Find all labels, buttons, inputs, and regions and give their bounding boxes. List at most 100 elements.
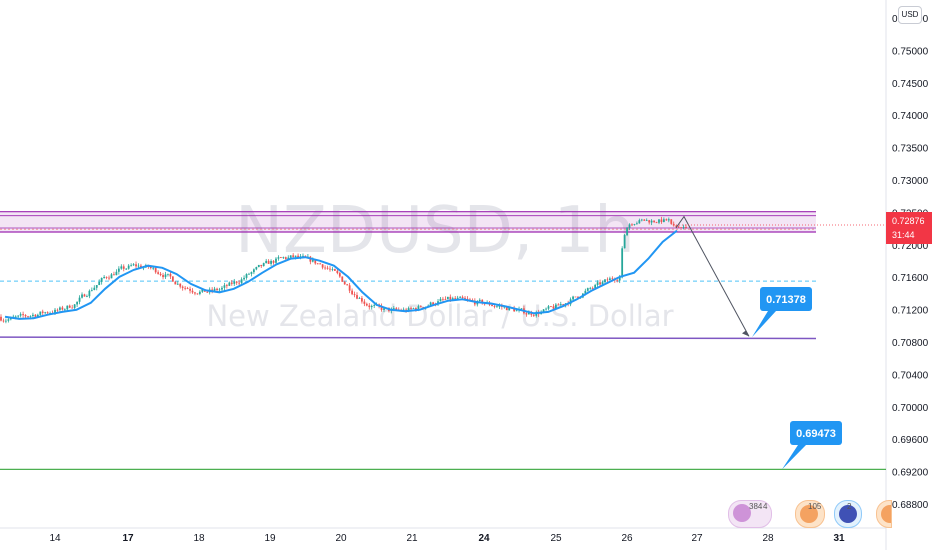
candle-body [643,219,646,221]
time-tick-label: 18 [193,533,205,544]
candle-body [294,255,297,257]
candle-body [618,277,621,281]
candle-body [5,320,7,322]
drawings-layer[interactable] [0,211,886,470]
candle-body [113,274,115,276]
candle-body [125,268,128,270]
candle-body [206,291,209,293]
candle-body [110,274,113,279]
candle-body [284,257,287,259]
candle-body [334,269,336,271]
candle-body [520,308,523,310]
candle-body [248,273,250,275]
candle-body [127,265,130,269]
currency-button[interactable]: USD [898,6,922,24]
event-count: 105 [808,502,822,511]
candle-body [162,275,164,278]
candle-body [410,308,412,309]
time-axis[interactable]: 14 17 18 19 20 21 24 25 26 27 28 31 [49,533,845,544]
candle-body [574,296,577,298]
time-tick-label: 24 [478,533,490,544]
candle-body [547,306,550,309]
candle-body [611,278,614,280]
candle-body [71,307,74,309]
candle-body [270,260,272,264]
candle-body [608,278,611,281]
candle-body [311,260,314,262]
candle-body [196,293,199,295]
candle-body [135,264,137,267]
price-tick-label: 0.71200 [892,306,929,317]
economic-event-group-c[interactable]: 2 [834,500,862,528]
flag-icon [839,505,857,523]
candle-body [658,219,660,223]
candle-body [363,301,366,304]
candle-body [370,305,373,308]
price-tick-label: 0.74500 [892,79,929,90]
candle-body [24,315,27,317]
economic-event-group-a[interactable]: 384 4 [728,500,772,528]
candle-body [633,224,636,225]
candle-body [83,294,86,297]
candle-body [616,280,619,282]
candle-body [493,306,496,307]
candle-body [292,255,295,257]
candle-body [34,314,37,317]
candle-body [130,265,133,267]
candle-body [302,255,304,257]
candle-body [122,266,125,269]
projection-path[interactable] [675,215,750,337]
candle-body [174,281,177,285]
candle-body [392,308,395,310]
candle-body [152,267,155,269]
candle-body [466,298,469,300]
candle-body [439,298,442,302]
candle-body [675,225,678,227]
target-label-2-box[interactable] [790,421,842,445]
economic-event-group-b[interactable]: 105 [795,500,825,528]
support-line[interactable] [0,336,817,340]
candle-body [275,258,277,263]
candle-body [17,315,20,317]
candle-body [356,295,358,299]
candle-body [638,220,641,224]
price-tick-label: 0.71600 [892,273,929,284]
candle-body [61,307,64,310]
candle-body [316,263,319,265]
candle-body [559,304,562,305]
candle-body [604,279,606,283]
candle-body [653,220,655,222]
candle-body [373,305,376,306]
candle-body [98,281,101,286]
candle-body [562,304,565,305]
price-tick-label: 0.68800 [892,500,929,511]
candle-body [532,314,535,316]
candle-body [542,309,545,313]
watermark-symbol: NZDUSD, 1h [235,194,635,268]
candle-body [572,296,574,300]
candle-body [63,309,66,311]
candle-body [645,220,648,222]
candle-body [238,282,241,284]
target-label-1-box[interactable] [760,287,812,311]
event-count-extra: 4 [763,502,768,511]
price-tick-label: 0.75000 [892,46,929,57]
time-tick-label: 26 [621,533,633,544]
current-price-label[interactable] [886,212,932,244]
price-tick-label: 0.69200 [892,468,929,479]
candle-body [525,313,528,315]
candle-body [331,269,334,270]
candle-body [589,287,592,289]
candle-body [417,306,420,310]
time-tick-label: 19 [264,533,276,544]
candle-body [120,266,123,269]
arrow-head-icon [742,330,749,337]
candle-body [358,298,361,299]
resistance-zone[interactable] [0,211,816,233]
candle-body [32,314,34,317]
candle-body [230,282,233,284]
candle-body [449,296,452,300]
candle-body [233,281,236,284]
